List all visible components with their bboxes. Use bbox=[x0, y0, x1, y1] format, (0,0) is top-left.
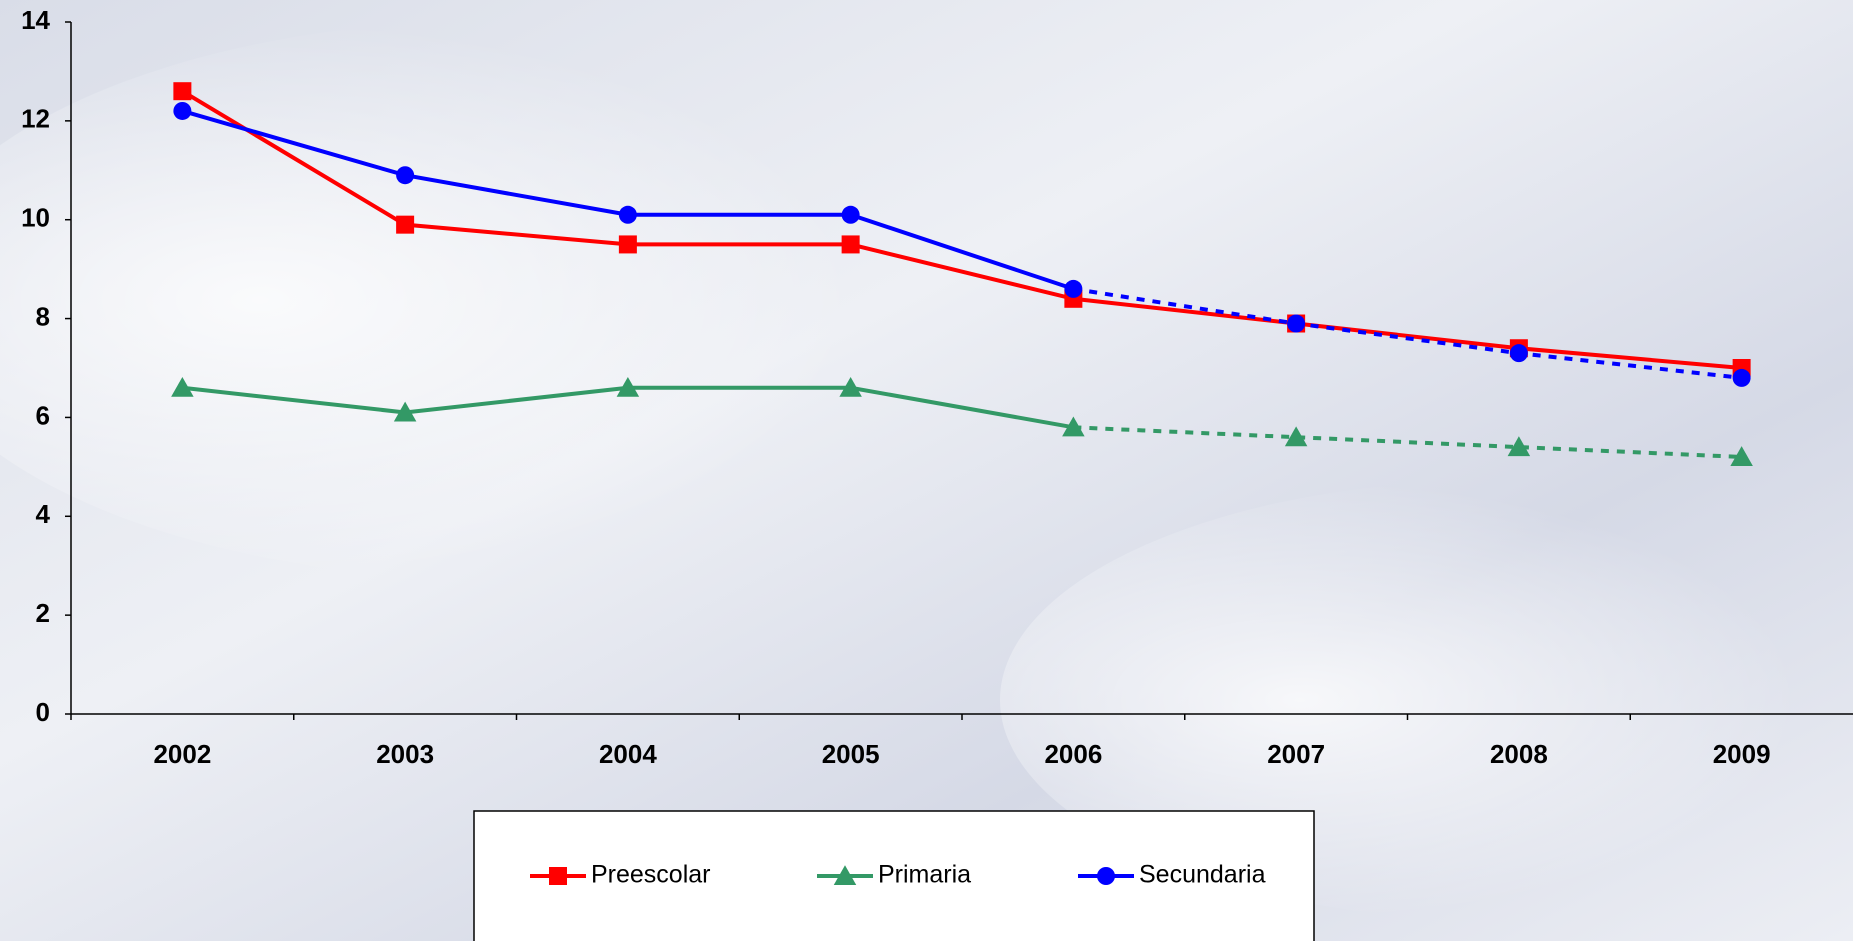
x-tick-label: 2002 bbox=[153, 739, 211, 769]
marker bbox=[842, 206, 860, 224]
page: 0 2 4 6 8 10 12 14 2002 2003 2004 2005 2006 2007 2008 2… bbox=[0, 0, 1853, 941]
y-tick-label: 2 bbox=[36, 598, 50, 628]
y-tick-label: 12 bbox=[21, 104, 50, 134]
y-tick-label: 14 bbox=[21, 5, 50, 35]
marker bbox=[1064, 280, 1082, 298]
marker bbox=[396, 216, 414, 234]
y-tick-label: 0 bbox=[36, 697, 50, 727]
x-tick-label: 2006 bbox=[1044, 739, 1102, 769]
marker bbox=[396, 166, 414, 184]
x-tick-label: 2008 bbox=[1490, 739, 1548, 769]
y-tick-label: 6 bbox=[36, 400, 50, 430]
marker bbox=[549, 867, 567, 885]
x-tick-label: 2005 bbox=[822, 739, 880, 769]
legend-label: Secundaria bbox=[1139, 861, 1266, 889]
marker bbox=[619, 206, 637, 224]
x-tick-label: 2003 bbox=[376, 739, 434, 769]
marker bbox=[1287, 315, 1305, 333]
marker bbox=[1510, 344, 1528, 362]
marker bbox=[173, 82, 191, 100]
legend-label: Primaria bbox=[878, 861, 971, 889]
marker bbox=[1097, 867, 1115, 885]
legend-label: Preescolar bbox=[591, 861, 711, 889]
marker bbox=[173, 102, 191, 120]
y-tick-label: 4 bbox=[36, 499, 51, 529]
marker bbox=[842, 235, 860, 253]
chart: 0 2 4 6 8 10 12 14 2002 2003 2004 2005 2006 2007 2008 2… bbox=[0, 0, 1853, 941]
x-tick-label: 2004 bbox=[599, 739, 657, 769]
y-tick-label: 8 bbox=[36, 301, 50, 331]
y-tick-label: 10 bbox=[21, 203, 50, 233]
x-tick-label: 2007 bbox=[1267, 739, 1325, 769]
marker bbox=[619, 235, 637, 253]
marker bbox=[1733, 369, 1751, 387]
x-tick-label: 2009 bbox=[1713, 739, 1771, 769]
